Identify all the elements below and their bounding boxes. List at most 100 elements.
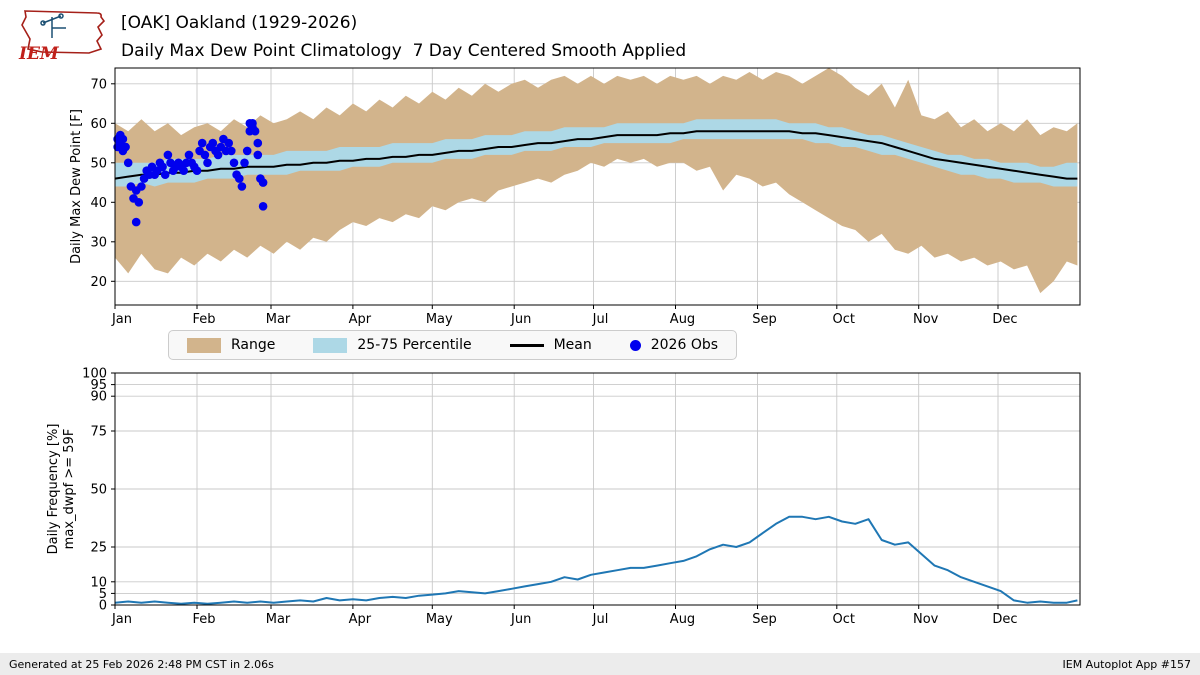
legend-label-obs: 2026 Obs bbox=[650, 337, 719, 353]
obs-dot bbox=[179, 166, 188, 175]
obs-dot bbox=[137, 182, 146, 191]
obs-dot bbox=[253, 138, 263, 148]
x-tick-label: Sep bbox=[752, 312, 777, 327]
generated-timestamp: Generated at 25 Feb 2026 2:48 PM CST in … bbox=[9, 657, 274, 671]
range-swatch-icon bbox=[187, 337, 221, 353]
x-tick-label: Oct bbox=[833, 312, 855, 327]
legend-label-range: Range bbox=[231, 337, 276, 353]
x-tick-label: Nov bbox=[913, 612, 939, 627]
percentile-swatch-icon bbox=[313, 337, 348, 353]
y-tick-label: 0 bbox=[99, 599, 107, 614]
y-axis-label: max_dwpf >= 59F bbox=[62, 429, 77, 550]
mean-line-swatch-icon bbox=[509, 343, 544, 347]
obs-dot bbox=[121, 142, 130, 152]
title-block: [OAK] Oakland (1929-2026) Daily Max Dew … bbox=[121, 9, 686, 65]
y-tick-label: 95 bbox=[90, 378, 107, 393]
obs-dot bbox=[123, 158, 133, 168]
legend-label-mean: Mean bbox=[553, 337, 592, 353]
plot-subtitle: Daily Max Dew Point Climatology 7 Day Ce… bbox=[121, 41, 687, 61]
x-tick-label: Jul bbox=[592, 612, 609, 627]
x-tick-label: May bbox=[426, 612, 453, 627]
x-tick-label: Jan bbox=[111, 612, 132, 627]
legend-item-obs: 2026 Obs bbox=[629, 337, 719, 353]
legend-item-percentile: 25-75 Percentile bbox=[313, 337, 472, 353]
obs-dot bbox=[160, 170, 170, 179]
y-tick-label: 30 bbox=[90, 235, 107, 250]
x-tick-label: Jul bbox=[592, 312, 609, 327]
obs-dot bbox=[235, 174, 244, 183]
legend-item-mean: Mean bbox=[509, 337, 592, 353]
x-tick-label: Dec bbox=[992, 612, 1017, 627]
y-tick-label: 5 bbox=[99, 587, 107, 602]
iem-logo: IEM bbox=[18, 10, 106, 64]
x-tick-label: Apr bbox=[349, 312, 372, 327]
x-tick-label: Dec bbox=[992, 312, 1017, 327]
obs-dot bbox=[134, 198, 144, 207]
obs-dot bbox=[258, 178, 268, 187]
x-tick-label: Aug bbox=[670, 612, 695, 627]
obs-dot bbox=[242, 146, 252, 156]
obs-dot bbox=[229, 158, 239, 168]
y-tick-label: 10 bbox=[90, 575, 107, 590]
obs-dot bbox=[163, 150, 173, 160]
x-tick-label: Mar bbox=[266, 612, 291, 627]
x-tick-label: Feb bbox=[192, 612, 215, 627]
y-tick-label: 50 bbox=[90, 156, 107, 171]
y-tick-label: 40 bbox=[90, 196, 107, 211]
chart-panel-1: Jan Feb Mar Apr May Jun Jul Aug Sep Oct Nov Dec0510… bbox=[46, 367, 1081, 627]
obs-dot bbox=[213, 150, 223, 160]
logo-text: IEM bbox=[18, 44, 60, 64]
obs-dot bbox=[250, 126, 260, 136]
obs-dot bbox=[131, 217, 141, 227]
obs-dot-swatch-icon bbox=[629, 339, 641, 351]
x-tick-label: Nov bbox=[913, 312, 939, 327]
chart-legend: Range 25-75 Percentile Mean 2026 Obs bbox=[168, 330, 738, 360]
x-tick-label: Sep bbox=[752, 612, 777, 627]
obs-dot bbox=[240, 158, 249, 168]
y-axis-label: Daily Max Dew Point [F] bbox=[69, 109, 84, 264]
obs-dot bbox=[203, 158, 212, 168]
mean-line bbox=[114, 130, 1078, 180]
y-tick-label: 100 bbox=[82, 367, 107, 382]
obs-dot bbox=[158, 162, 167, 172]
legend-label-percentile: 25-75 Percentile bbox=[357, 337, 472, 353]
obs-dot bbox=[253, 150, 263, 160]
iowa-outline-icon bbox=[21, 10, 106, 54]
x-tick-label: Oct bbox=[833, 612, 855, 627]
y-tick-label: 60 bbox=[90, 117, 107, 132]
chart-panel-0: Jan Feb Mar Apr May Jun Jul Aug Sep Oct Nov Dec 20 30… bbox=[69, 67, 1081, 327]
x-tick-label: Aug bbox=[670, 312, 695, 327]
x-tick-label: Feb bbox=[192, 312, 215, 327]
x-tick-label: Apr bbox=[349, 612, 372, 627]
y-tick-label: 50 bbox=[90, 483, 107, 498]
obs-dot bbox=[224, 138, 233, 148]
footer: Generated at 25 Feb 2026 2:48 PM CST in … bbox=[0, 653, 1200, 675]
x-tick-label: Jun bbox=[510, 312, 531, 327]
x-tick-label: Jun bbox=[510, 612, 531, 627]
y-tick-label: 25 bbox=[90, 541, 107, 556]
y-tick-label: 75 bbox=[90, 425, 107, 440]
x-tick-label: May bbox=[426, 312, 453, 327]
y-axis-label: Daily Frequency [%] bbox=[46, 424, 61, 555]
x-tick-label: Jan bbox=[111, 312, 132, 327]
obs-dot bbox=[208, 138, 218, 148]
obs-dot bbox=[118, 134, 128, 144]
plot-frame bbox=[114, 67, 1081, 306]
x-tick-label: Mar bbox=[266, 312, 291, 327]
obs-dot bbox=[197, 138, 207, 148]
frequency-line bbox=[114, 515, 1078, 605]
obs-dot bbox=[192, 166, 202, 175]
obs-dot bbox=[227, 146, 236, 156]
y-tick-label: 90 bbox=[90, 390, 107, 405]
plot-title: [OAK] Oakland (1929-2026) bbox=[121, 13, 358, 33]
obs-dot bbox=[248, 119, 257, 128]
y-tick-label: 70 bbox=[90, 77, 107, 92]
app-id: IEM Autoplot App #157 bbox=[1062, 657, 1192, 671]
obs-dot bbox=[258, 202, 268, 211]
range-area bbox=[115, 68, 1078, 294]
y-tick-label: 20 bbox=[90, 275, 107, 290]
obs-dot bbox=[237, 182, 247, 191]
obs-dot bbox=[200, 150, 210, 160]
